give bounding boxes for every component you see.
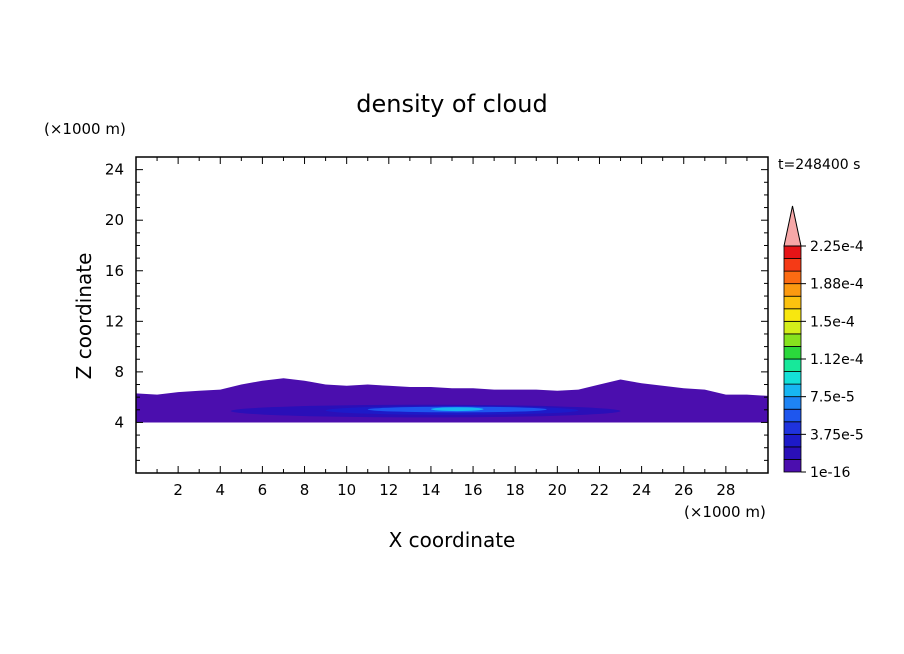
x-tick-label: 6 [258, 481, 268, 499]
y-axis-label: Z coordinate [72, 253, 96, 380]
x-unit-label: (×1000 m) [684, 503, 766, 521]
y-tick-label: 12 [105, 312, 124, 330]
colorbar-swatch [783, 396, 802, 410]
x-tick-label: 4 [215, 481, 225, 499]
x-tick-label: 8 [300, 481, 310, 499]
chart-title: density of cloud [356, 90, 547, 118]
x-axis-label: X coordinate [389, 528, 516, 552]
colorbar-swatch [783, 245, 802, 259]
colorbar-label: 1.88e-4 [810, 277, 864, 293]
colorbar-swatch [783, 383, 802, 398]
colorbar-label: 3.75e-5 [810, 427, 864, 443]
colorbar-swatch [783, 270, 802, 285]
x-tick-label: 2 [173, 481, 183, 499]
colorbar-swatch [783, 308, 802, 322]
colorbar-swatch [783, 283, 802, 297]
y-unit-label: (×1000 m) [44, 120, 126, 138]
colorbar-swatch [783, 333, 802, 347]
y-tick-label: 24 [105, 161, 124, 179]
y-axis-ticks: 4 8 12 16 20 24 [105, 161, 768, 461]
y-tick-label: 16 [105, 262, 124, 280]
x-tick-label: 20 [548, 481, 567, 499]
colorbar-label: 1e-16 [810, 465, 850, 481]
colorbar-swatch [783, 446, 802, 460]
colorbar-label: 1.12e-4 [810, 352, 864, 368]
y-tick-label: 4 [114, 413, 124, 431]
x-tick-label: 28 [716, 481, 735, 499]
colorbar-swatch [783, 408, 802, 423]
colorbar-label: 7.5e-5 [810, 390, 855, 406]
x-tick-label: 18 [506, 481, 525, 499]
colorbar-swatch [783, 459, 802, 473]
x-tick-label: 12 [379, 481, 398, 499]
plot-frame [135, 156, 769, 474]
y-tick-label: 20 [105, 211, 124, 229]
colorbar-swatch [783, 346, 802, 360]
colorbar-swatch [783, 433, 802, 448]
colorbar-swatch [783, 358, 802, 372]
colorbar: 1e-16 3.75e-5 7.5e-5 1.12e-4 1.5e-4 1.88e-4 2.… [783, 205, 864, 481]
x-tick-label: 26 [674, 481, 693, 499]
colorbar-swatch [783, 421, 802, 435]
colorbar-swatch [783, 295, 802, 310]
colorbar-over-arrow [783, 205, 802, 247]
colorbar-swatch [783, 371, 802, 385]
y-tick-label: 8 [114, 363, 124, 381]
x-axis-ticks: 2 4 6 8 10 12 14 16 18 20 22 24 26 28 [156, 157, 748, 499]
contour-field [136, 378, 768, 423]
x-tick-label: 24 [632, 481, 651, 499]
x-tick-label: 10 [337, 481, 356, 499]
colorbar-label: 1.5e-4 [810, 314, 855, 330]
colorbar-label: 2.25e-4 [810, 239, 864, 255]
x-tick-label: 22 [590, 481, 609, 499]
time-label: t=248400 s [778, 157, 860, 173]
colorbar-swatch [783, 258, 802, 272]
contour-layer-4 [430, 407, 484, 412]
x-tick-label: 14 [421, 481, 440, 499]
x-tick-label: 16 [464, 481, 483, 499]
colorbar-swatch [783, 320, 802, 335]
